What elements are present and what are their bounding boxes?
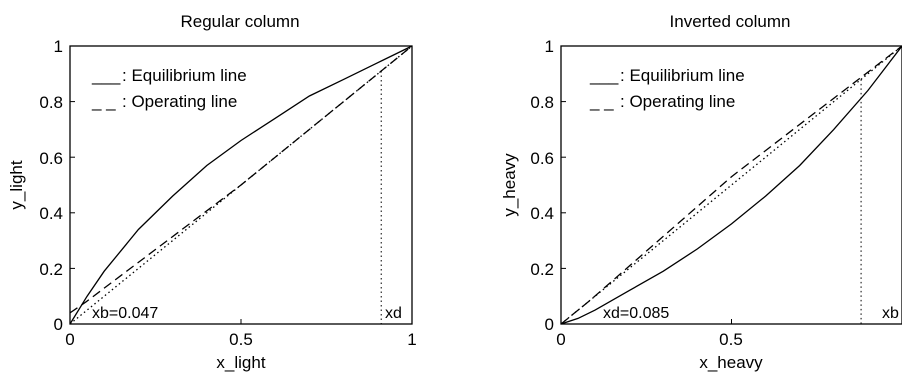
y-tick-label: 0 bbox=[545, 315, 554, 334]
y-tick-label: 0.8 bbox=[530, 93, 554, 112]
y-tick-label: 1 bbox=[545, 37, 554, 56]
series-line-equilibrium-line bbox=[69, 45, 413, 325]
y-tick-label: 0 bbox=[54, 315, 63, 334]
annotation-xd: xd=0.085 bbox=[603, 305, 669, 322]
y-tick-label: 0.4 bbox=[530, 204, 554, 223]
x-tick-label: 0 bbox=[65, 330, 74, 349]
plot-lines bbox=[560, 45, 902, 325]
x-axis-label: x_light bbox=[216, 353, 265, 372]
legend-entry-operating: : Operating line bbox=[620, 92, 735, 111]
y-tick-label: 0.4 bbox=[39, 204, 63, 223]
annotation-xd: xd bbox=[385, 305, 402, 322]
y-tick-label: 0.2 bbox=[39, 260, 63, 279]
y-tick-label: 0.6 bbox=[530, 149, 554, 168]
x-tick-label: 1 bbox=[407, 330, 416, 349]
legend-symbol: ___ bbox=[91, 66, 121, 85]
legend-entry-equilibrium: : Equilibrium line bbox=[620, 66, 745, 85]
x-tick-label: 0.5 bbox=[229, 330, 253, 349]
legend-symbol: _ _ bbox=[589, 92, 614, 111]
series-line-diagonal bbox=[69, 45, 413, 325]
series-line-equilibrium-line bbox=[560, 45, 902, 325]
annotation-xb: xb bbox=[882, 305, 899, 322]
y-axis-label: y_heavy bbox=[500, 153, 519, 217]
y-tick-label: 1 bbox=[54, 37, 63, 56]
chart-panel-inverted: Inverted column 0 0.2 0.4 0.6 0.8 1 0 0.… bbox=[500, 12, 902, 372]
plot-lines bbox=[69, 45, 413, 325]
legend-symbol: _ _ bbox=[91, 92, 116, 111]
chart-panel-regular: Regular column 0 0.2 0.4 0.6 0.8 1 0 0.5… bbox=[7, 12, 417, 372]
legend-entry-operating: : Operating line bbox=[122, 92, 237, 111]
series-line-operating-line bbox=[69, 45, 413, 314]
chart-title: Regular column bbox=[180, 12, 299, 31]
annotation-xb: xb=0.047 bbox=[92, 305, 158, 322]
y-tick-label: 0.6 bbox=[39, 149, 63, 168]
y-tick-label: 0.8 bbox=[39, 93, 63, 112]
chart-title: Inverted column bbox=[670, 12, 791, 31]
x-axis-label: x_heavy bbox=[699, 353, 763, 372]
tick-marks bbox=[69, 45, 413, 325]
y-axis-label: y_light bbox=[7, 160, 26, 209]
legend-entry-equilibrium: : Equilibrium line bbox=[122, 66, 247, 85]
legend-symbol: ___ bbox=[589, 66, 619, 85]
x-tick-label: 0 bbox=[556, 330, 565, 349]
y-tick-label: 0.2 bbox=[530, 260, 554, 279]
series-line-diagonal bbox=[560, 45, 902, 325]
x-tick-label: 0.5 bbox=[719, 330, 743, 349]
